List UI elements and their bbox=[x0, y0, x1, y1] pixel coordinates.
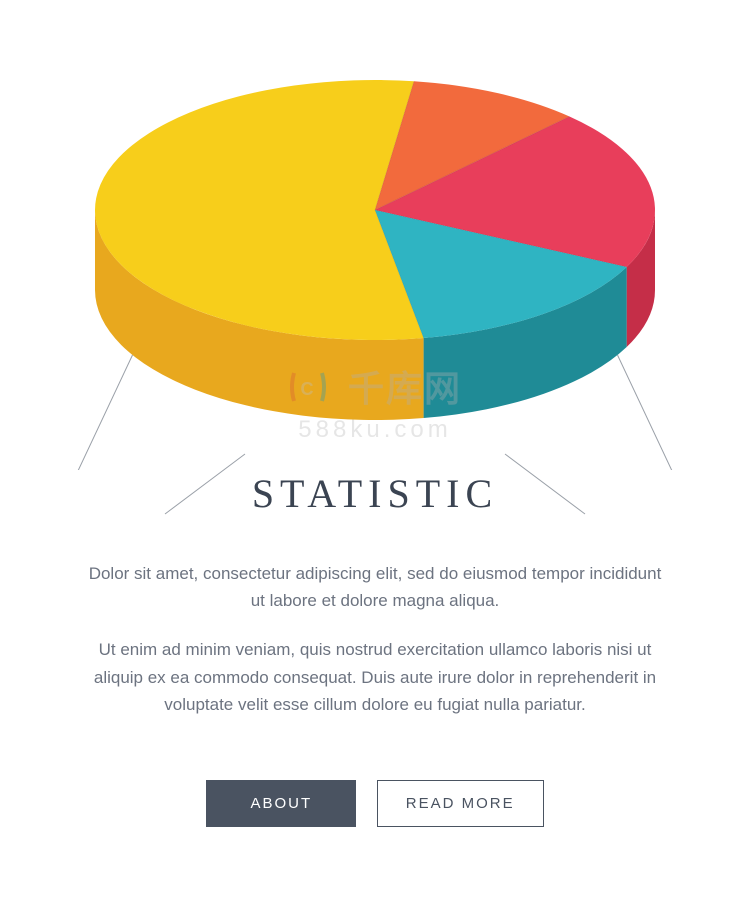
pie-chart-3d bbox=[0, 0, 750, 440]
about-button[interactable]: ABOUT bbox=[206, 780, 356, 827]
page-title: STATISTIC bbox=[252, 471, 498, 516]
paragraph-1: Dolor sit amet, consectetur adipiscing e… bbox=[80, 560, 670, 614]
body-copy: Dolor sit amet, consectetur adipiscing e… bbox=[80, 560, 670, 740]
title-block: STATISTIC bbox=[0, 470, 750, 517]
button-row: ABOUT READ MORE bbox=[0, 780, 750, 827]
page: C 千库网 588ku.com STATISTIC Dolor sit amet… bbox=[0, 0, 750, 897]
paragraph-2: Ut enim ad minim veniam, quis nostrud ex… bbox=[80, 636, 670, 718]
read-more-button[interactable]: READ MORE bbox=[377, 780, 544, 827]
